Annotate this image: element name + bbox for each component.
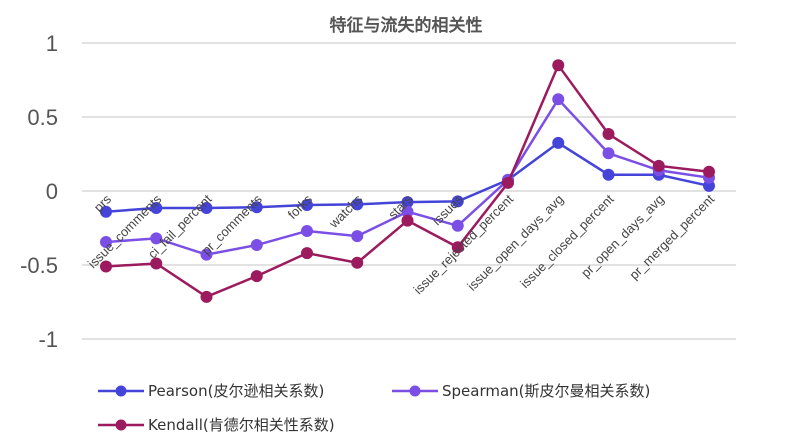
data-point[interactable] (301, 199, 313, 212)
y-tick-label: 0 (46, 179, 58, 204)
data-point[interactable] (200, 202, 213, 215)
data-point[interactable] (552, 93, 565, 106)
data-point[interactable] (401, 205, 414, 218)
data-point[interactable] (451, 195, 464, 208)
data-point[interactable] (351, 230, 364, 243)
data-point[interactable] (451, 219, 464, 232)
data-point[interactable] (150, 232, 163, 245)
data-point[interactable] (703, 165, 715, 178)
data-point[interactable] (301, 247, 313, 260)
legend-label: Spearman(斯皮尔曼相关系数) (442, 382, 650, 400)
x-tick-label: watchs (325, 191, 365, 231)
series-1 (100, 93, 715, 261)
data-point[interactable] (552, 136, 565, 149)
data-point[interactable] (200, 290, 213, 303)
data-point[interactable] (100, 205, 112, 218)
data-point[interactable] (250, 270, 263, 283)
data-point[interactable] (401, 196, 414, 209)
y-tick-label: 1 (46, 31, 58, 56)
data-point[interactable] (200, 248, 213, 261)
x-tick-label: pr_merged_percent (626, 191, 717, 282)
x-tick-label: issue_closed_percent (517, 191, 617, 291)
legend-label: Pearson(皮尔逊相关系数) (148, 382, 324, 400)
data-point[interactable] (250, 201, 263, 214)
data-point[interactable] (401, 214, 414, 227)
data-point[interactable] (602, 168, 615, 181)
data-point[interactable] (301, 224, 313, 237)
legend-label: Kendall(肯德尔相关性系数) (148, 416, 335, 434)
legend-item[interactable]: Kendall(肯德尔相关性系数) (98, 416, 335, 434)
y-tick-label: 0.5 (27, 105, 58, 130)
series-2 (100, 59, 715, 303)
data-point[interactable] (150, 202, 163, 215)
data-point[interactable] (552, 59, 565, 72)
legend-item[interactable]: Spearman(斯皮尔曼相关系数) (392, 382, 650, 400)
data-point[interactable] (351, 256, 364, 269)
data-point[interactable] (100, 260, 112, 273)
data-point[interactable] (351, 198, 364, 211)
legend-marker-icon (115, 385, 127, 397)
legend-item[interactable]: Pearson(皮尔逊相关系数) (98, 382, 324, 400)
data-point[interactable] (652, 159, 665, 172)
data-point[interactable] (250, 239, 263, 252)
y-tick-label: -1 (38, 327, 58, 352)
chart-title: 特征与流失的相关性 (330, 15, 483, 36)
x-tick-label: issue_rejected_percent (410, 191, 516, 297)
data-point[interactable] (150, 257, 163, 270)
data-point[interactable] (451, 241, 464, 254)
data-point[interactable] (602, 128, 615, 141)
y-tick-label: -0.5 (20, 253, 58, 278)
series-line (105, 62, 710, 299)
data-point[interactable] (602, 147, 615, 160)
legend-marker-icon (115, 419, 127, 431)
legend-marker-icon (409, 385, 421, 397)
data-point[interactable] (100, 236, 112, 249)
data-point[interactable] (502, 176, 514, 189)
